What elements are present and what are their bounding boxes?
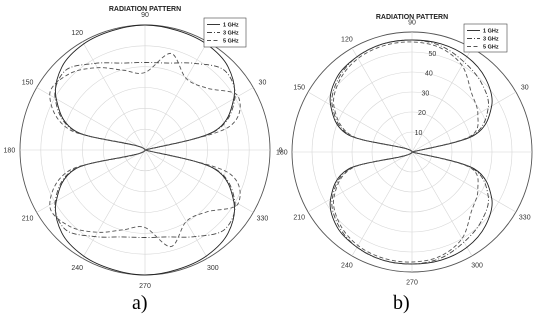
radial-tick-label: 30 <box>422 90 430 97</box>
series-line-5-ghz <box>333 41 479 263</box>
polar-spoke <box>144 149 254 213</box>
legend-label: 3 GHz <box>223 31 239 37</box>
polar-spoke <box>82 41 146 151</box>
angle-tick-label: 180 <box>276 150 288 157</box>
angle-tick-label: 270 <box>406 280 418 287</box>
legend-label: 5 GHz <box>483 45 499 51</box>
angle-tick-label: 120 <box>71 30 83 37</box>
polar-spoke <box>307 151 413 213</box>
radial-tick-label: 20 <box>418 110 426 117</box>
angle-tick-label: 330 <box>519 215 531 222</box>
series-line-5-ghz <box>49 52 241 248</box>
polar-spoke <box>351 47 413 153</box>
polar-spoke <box>411 91 517 153</box>
polar-spoke <box>82 149 146 259</box>
polar-spoke <box>411 151 517 213</box>
polar-spoke <box>411 151 473 257</box>
polar-spoke <box>144 149 208 259</box>
legend-box <box>463 23 508 53</box>
angle-tick-label: 150 <box>293 84 305 91</box>
polar-spoke <box>144 41 208 151</box>
angle-tick-label: 150 <box>22 80 34 87</box>
angle-tick-label: 120 <box>341 37 353 44</box>
angle-tick-label: 210 <box>22 215 34 222</box>
polar-spoke <box>36 87 146 151</box>
legend-label: 1 GHz <box>223 23 239 29</box>
angle-tick-label: 0 <box>279 148 283 155</box>
angle-tick-label: 30 <box>259 80 267 87</box>
chart-title: RADIATION PATTERN <box>109 6 181 13</box>
caption-b: b) <box>393 292 410 314</box>
caption-a: a) <box>132 292 148 314</box>
angle-tick-label: 30 <box>521 84 529 91</box>
polar-spoke <box>307 91 413 153</box>
angle-tick-label: 300 <box>207 265 219 272</box>
legend-label: 5 GHz <box>223 39 239 45</box>
polar-spoke <box>36 149 146 213</box>
radial-tick-label: 10 <box>415 130 423 137</box>
radial-tick-label: 40 <box>425 71 433 78</box>
angle-tick-label: 240 <box>71 265 83 272</box>
angle-tick-label: 90 <box>408 19 416 26</box>
polar-chart-b: RADIATION PATTERN03060901201501802102402… <box>276 14 533 287</box>
legend-label: 1 GHz <box>483 29 499 35</box>
polar-spoke <box>351 151 413 257</box>
legend-label: 3 GHz <box>483 37 499 43</box>
polar-chart-a: RADIATION PATTERN03060901201501802102402… <box>4 6 283 290</box>
angle-tick-label: 90 <box>141 12 149 19</box>
legend: 1 GHz 3 GHz 5 GHz <box>203 17 247 48</box>
chart-title: RADIATION PATTERN <box>376 14 448 21</box>
angle-tick-label: 180 <box>4 148 16 155</box>
angle-tick-label: 270 <box>139 283 151 290</box>
radial-tick-label: 50 <box>428 51 436 58</box>
legend: 1 GHz 3 GHz 5 GHz <box>463 23 508 53</box>
angle-tick-label: 330 <box>257 215 269 222</box>
angle-tick-label: 240 <box>341 262 353 269</box>
angle-tick-label: 210 <box>293 215 305 222</box>
angle-tick-label: 300 <box>471 262 483 269</box>
